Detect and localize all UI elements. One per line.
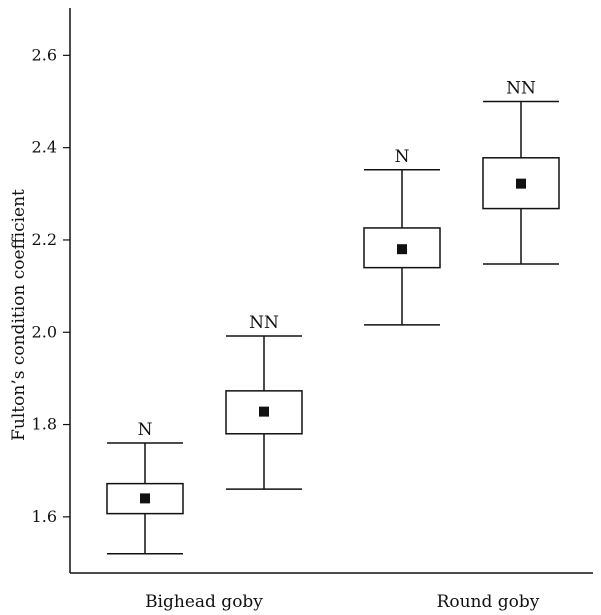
- box-label-n: N: [138, 420, 153, 440]
- box-label-nn: NN: [249, 313, 279, 333]
- x-category-label-round-goby: Round goby: [437, 592, 540, 612]
- x-axis: Bighead goby Round goby: [70, 572, 593, 612]
- box-body: [482, 157, 560, 210]
- box-round-n: N: [363, 147, 441, 326]
- y-axis-title: Fulton’s condition coefficient: [9, 189, 29, 441]
- mean-marker: [259, 406, 269, 417]
- box-bighead-n: N: [106, 420, 184, 555]
- box-label-nn: NN: [506, 79, 536, 99]
- y-tick-label: 1.6: [32, 507, 57, 526]
- y-tick-label: 2.4: [32, 138, 57, 157]
- mean-marker: [516, 178, 526, 189]
- y-tick-label: 2.6: [32, 45, 57, 64]
- mean-marker: [397, 244, 407, 255]
- y-tick-label: 2.0: [32, 322, 57, 341]
- y-ticks: 1.6 1.8 2.0 2.2 2.4 2.6: [32, 45, 70, 526]
- mean-marker: [140, 493, 150, 504]
- y-axis: 1.6 1.8 2.0 2.2 2.4 2.6 Fulton’s condition co…: [9, 8, 71, 573]
- box-bighead-nn: NN: [225, 313, 303, 490]
- y-tick-label: 2.2: [32, 230, 57, 249]
- box-round-nn: NN: [482, 79, 560, 265]
- box-label-n: N: [395, 147, 410, 167]
- x-category-label-bighead-goby: Bighead goby: [145, 592, 263, 612]
- y-tick-label: 1.8: [32, 415, 57, 434]
